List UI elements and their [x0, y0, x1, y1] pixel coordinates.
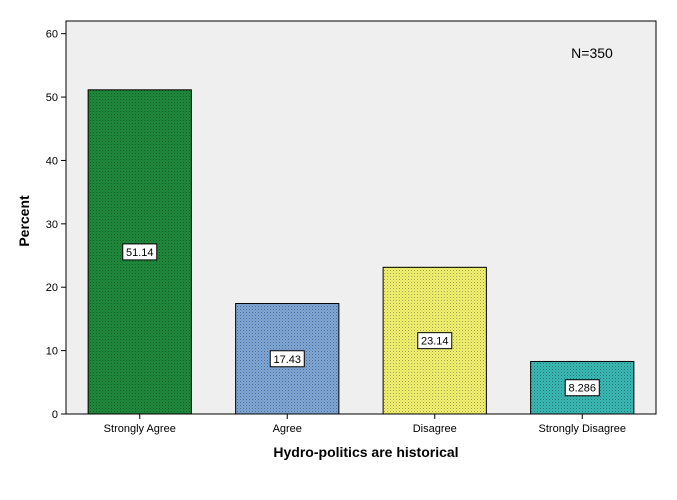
y-tick-label: 60 — [46, 29, 58, 41]
x-tick-label: Strongly Disagree — [539, 423, 626, 435]
y-tick-label: 40 — [46, 155, 58, 167]
bars: 51.14 17.43 23.14 8.286 — [87, 89, 635, 415]
y-tick-label: 30 — [46, 219, 58, 231]
data-label: 8.286 — [568, 383, 596, 395]
y-tick-label: 20 — [46, 282, 58, 294]
x-axis-title: Hydro-politics are historical — [273, 444, 458, 460]
y-tick-label: 10 — [46, 346, 58, 358]
data-label: 23.14 — [421, 336, 449, 348]
data-label: 17.43 — [273, 354, 301, 366]
y-tick-label: 50 — [46, 92, 58, 104]
data-label-box — [417, 332, 453, 350]
data-label-box — [122, 243, 158, 261]
data-label-box — [564, 379, 600, 397]
x-tick-label: Disagree — [413, 423, 457, 435]
x-axis: Strongly Agree Agree Disagree Strongly Disa… — [104, 414, 626, 435]
x-tick-label: Agree — [273, 423, 302, 435]
y-tick-label: 0 — [52, 409, 58, 421]
n-annotation: N=350 — [571, 45, 613, 61]
data-label: 51.14 — [126, 247, 154, 259]
y-axis: 0 10 20 30 40 50 60 — [46, 29, 66, 421]
y-axis-title: Percent — [16, 195, 32, 247]
data-label-box — [269, 350, 305, 368]
x-tick-label: Strongly Agree — [104, 423, 176, 435]
